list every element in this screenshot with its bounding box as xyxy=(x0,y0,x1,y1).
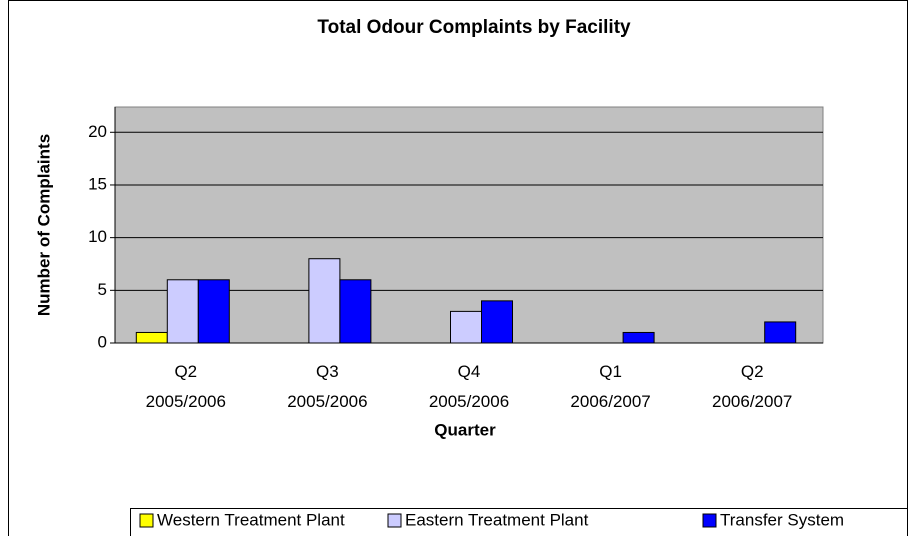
legend-swatch xyxy=(139,513,154,528)
y-tick-label: 10 xyxy=(88,227,107,246)
y-tick-label: 15 xyxy=(88,174,107,193)
legend xyxy=(130,508,908,536)
x-tick-label: Q3 2005/2006 xyxy=(287,362,367,411)
bar xyxy=(135,331,168,344)
x-tick-label: Q1 2006/2007 xyxy=(570,362,650,411)
bar xyxy=(166,279,199,344)
bar xyxy=(622,331,655,344)
y-tick-label: 5 xyxy=(98,280,107,299)
legend-label: Western Treatment Plant xyxy=(157,510,345,529)
y-tick-label: 0 xyxy=(98,332,107,351)
legend-swatch xyxy=(387,513,402,528)
legend-label: Eastern Treatment Plant xyxy=(405,510,589,529)
x-axis-label: Quarter xyxy=(434,420,496,439)
x-tick-label: Q2 2005/2006 xyxy=(146,362,226,411)
y-tick-label: 20 xyxy=(88,122,107,141)
bar xyxy=(197,279,230,344)
bar xyxy=(764,321,797,344)
plot-area xyxy=(114,106,824,344)
y-axis-label: Number of Complaints xyxy=(34,134,53,316)
bar xyxy=(308,258,341,344)
bar xyxy=(481,300,513,344)
legend-swatch xyxy=(702,513,717,528)
bar xyxy=(450,310,482,344)
x-tick-label: Q4 2005/2006 xyxy=(429,362,509,411)
chart-title: Total Odour Complaints by Facility xyxy=(317,17,631,38)
legend-label: Transfer System xyxy=(720,510,844,529)
x-tick-label: Q2 2006/2007 xyxy=(712,362,792,411)
bar xyxy=(339,279,372,344)
